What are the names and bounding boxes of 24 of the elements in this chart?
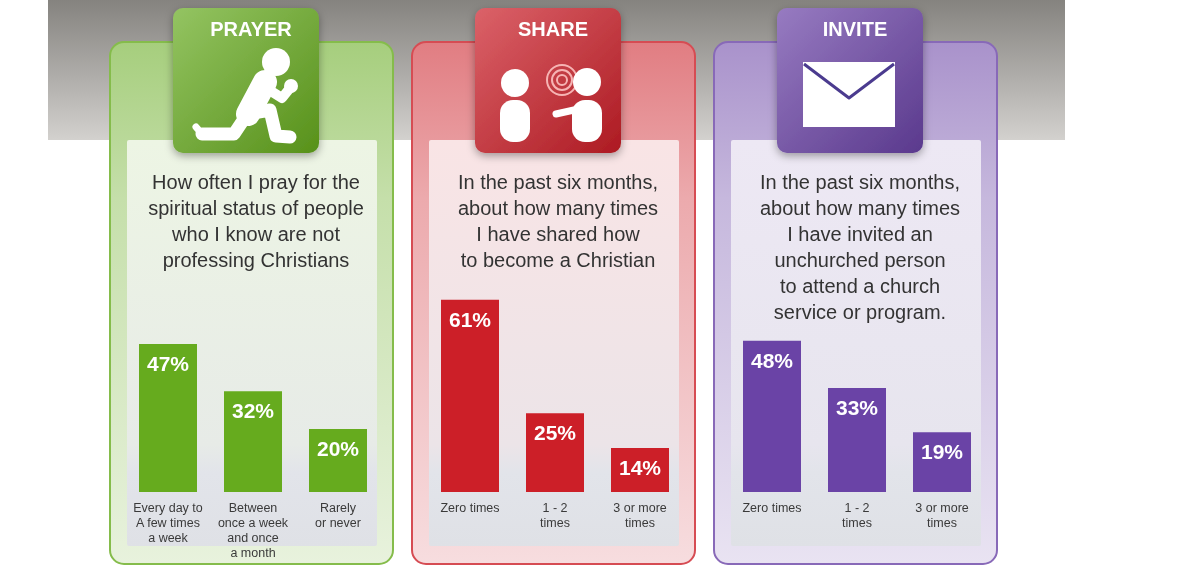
x-tick-label: Rarely or never — [315, 500, 361, 530]
x-tick-label: 1 - 2 times — [842, 500, 872, 530]
data-label: 61% — [448, 307, 492, 331]
chart-title: INVITE — [822, 18, 888, 40]
x-tick-label: Zero times — [440, 500, 500, 515]
chart-subtitle: How often I pray for the spiritual status of people who I know are not professing Christians — [148, 171, 364, 271]
x-tick-label: Every day to A few times a week — [133, 500, 203, 545]
chart-title: PRAYER — [210, 18, 293, 40]
data-label: 32% — [231, 399, 275, 423]
data-label: 20% — [316, 437, 360, 460]
x-tick-label: Zero times — [742, 500, 802, 515]
data-label: 33% — [835, 396, 879, 420]
data-label: 48% — [750, 348, 794, 372]
x-tick-label: 1 - 2 times — [540, 500, 570, 530]
x-tick-label: Between once a week and once a month — [217, 500, 289, 560]
chart-subtitle: In the past six months, about how many times I have invited an unchurched person to attend a church service or program. — [759, 171, 961, 323]
x-tick-label: 3 or more times — [915, 500, 969, 530]
data-label: 47% — [146, 351, 190, 375]
x-tick-label: 3 or more times — [613, 500, 667, 530]
chart-title: SHARE — [517, 18, 589, 40]
chart-subtitle: In the past six months, about how many times I have shared how to become a Christian — [457, 171, 659, 271]
data-label: 19% — [920, 440, 964, 464]
data-label: 25% — [533, 421, 577, 445]
data-label: 14% — [618, 455, 662, 479]
